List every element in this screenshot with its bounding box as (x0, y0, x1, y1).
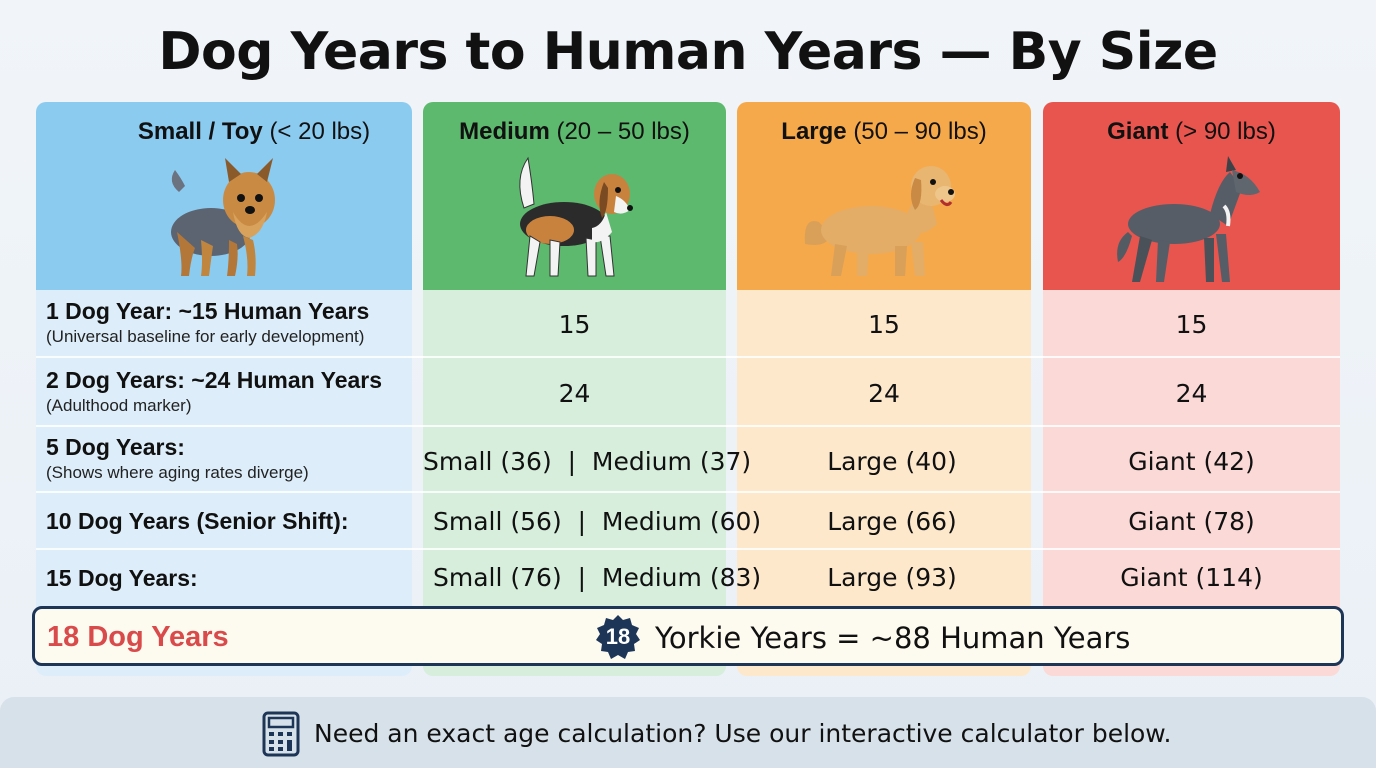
row-label-1-year: 1 Dog Year: ~15 Human Years (Universal b… (46, 298, 370, 346)
column-large: Large (50 – 90 lbs) (737, 102, 1031, 676)
cell-giant-15: Giant (114) (1120, 563, 1263, 592)
cell-giant-2: 24 (1175, 379, 1208, 408)
cell-giant-10: Giant (78) (1128, 507, 1255, 536)
footer-text: Need an exact age calculation? Use our i… (314, 719, 1172, 748)
column-header-medium: Medium (20 – 50 lbs) (423, 102, 726, 290)
header-label-small: Small / Toy (< 20 lbs) (137, 118, 371, 145)
cell-medium-15: Small (76) | Medium (83) (433, 563, 762, 592)
badge-number: 18 (605, 624, 631, 649)
great-dane-icon (1116, 156, 1260, 282)
cell-giant-1: 15 (1175, 310, 1208, 339)
row-divider (36, 548, 1340, 550)
cell-large-5: Large (40) (827, 447, 957, 476)
yorkie-icon (171, 158, 275, 276)
column-giant: Giant (> 90 lbs) (1043, 102, 1340, 676)
cell-medium-2: 24 (558, 379, 591, 408)
highlight-text: Yorkie Years = ~88 Human Years (655, 621, 1131, 655)
cell-medium-10: Small (56) | Medium (60) (433, 507, 762, 536)
header-label-large: Large (50 – 90 lbs) (781, 118, 987, 145)
column-small-toy: Small / Toy (< 20 lbs) (36, 102, 412, 676)
header-label-medium: Medium (20 – 50 lbs) (459, 118, 690, 145)
header-label-giant: Giant (> 90 lbs) (1107, 118, 1276, 145)
cell-large-10: Large (66) (827, 507, 957, 536)
cell-large-15: Large (93) (827, 563, 957, 592)
column-header-small: Small / Toy (< 20 lbs) (36, 102, 412, 290)
beagle-icon (518, 156, 633, 277)
row-divider (36, 491, 1340, 493)
highlight-bar: 18 Dog Years 18 Yorkie Years = ~88 Human… (32, 606, 1344, 666)
cell-medium-5: Small (36) | Medium (37) (423, 447, 752, 476)
cell-medium-1: 15 (558, 310, 591, 339)
page-title: Dog Years to Human Years — By Size (158, 22, 1218, 82)
badge-seal-icon (596, 615, 640, 659)
row-label-10-years: 10 Dog Years (Senior Shift): (46, 508, 349, 534)
row-label-2-years: 2 Dog Years: ~24 Human Years (Adulthood … (46, 367, 383, 415)
cell-giant-5: Giant (42) (1128, 447, 1255, 476)
row-divider (36, 356, 1340, 358)
row-divider (36, 425, 1340, 427)
cell-large-1: 15 (868, 310, 900, 339)
column-header-large: Large (50 – 90 lbs) (737, 102, 1031, 290)
highlight-label: 18 Dog Years (47, 621, 229, 653)
cell-large-2: 24 (868, 379, 900, 408)
column-header-giant: Giant (> 90 lbs) (1043, 102, 1340, 290)
footer-banner: Need an exact age calculation? Use our i… (0, 697, 1376, 768)
row-label-15-years: 15 Dog Years: (46, 565, 198, 591)
row-label-5-years: 5 Dog Years: (Shows where aging rates di… (46, 434, 309, 482)
column-medium: Medium (20 – 50 lbs) (423, 102, 726, 676)
calculator-icon (262, 711, 300, 757)
golden-retriever-icon (804, 166, 955, 276)
